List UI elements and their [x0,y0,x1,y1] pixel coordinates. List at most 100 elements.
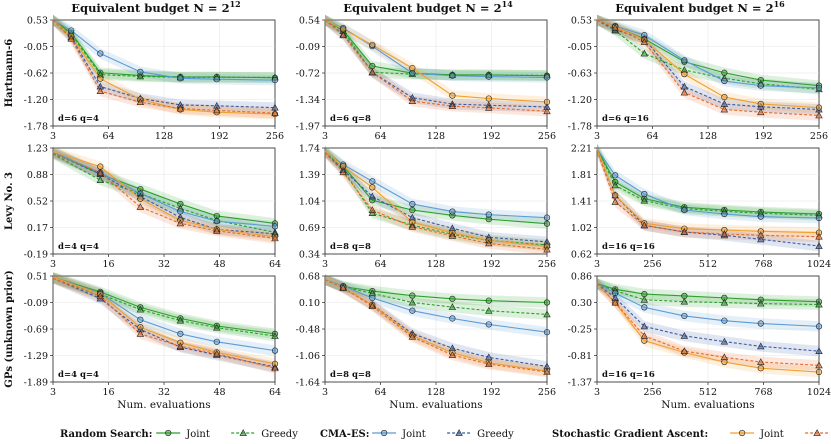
data-point [815,368,823,376]
series-band [325,14,547,82]
x-tick-label: 3 [594,387,600,398]
data-point [408,222,417,230]
y-tick-label: -0.05 [568,42,592,53]
series-band [325,274,547,377]
y-tick-label: 0.52 [27,197,48,208]
data-point [815,323,823,330]
data-point [213,76,220,83]
x-tick-label: 256 [810,131,828,142]
x-tick-label: 256 [538,259,556,270]
x-tick-label: 768 [754,259,772,270]
data-point [611,198,619,205]
data-point [448,351,457,358]
data-point [720,230,729,237]
data-point [449,295,456,302]
x-tick-label: 256 [643,259,661,270]
data-point [340,163,347,170]
data-point [368,302,377,310]
data-point [369,294,376,302]
data-point [368,68,377,76]
data-point [815,361,823,369]
data-point [137,324,144,331]
data-point [611,23,619,31]
series-line [52,276,276,352]
legend-entry-label: Greedy [477,429,514,440]
data-point [271,364,279,372]
y-tick-label: -1.34 [296,95,320,106]
data-point [680,347,689,354]
y-tick-label: 0.68 [299,272,320,283]
y-tick-label: 0.53 [571,16,592,27]
legend-marker [381,429,388,437]
series-line [52,151,276,224]
data-point [640,49,649,57]
legend: Random Search: Joint Greedy CMA-ES: Joint Gre… [60,429,830,440]
x-tick-label: 3 [50,131,56,142]
y-tick-label: -0.81 [568,351,592,362]
data-point [177,75,184,82]
data-point [815,232,823,240]
chart-panel: 0.53 -0.05 -0.62 -1.20 -1.783 64 128 192 256 d=6 … [24,14,284,142]
x-tick-label: 32 [158,387,170,398]
y-tick-label: -0.62 [24,69,48,80]
y-tick-label: -1.20 [568,95,592,106]
data-point [96,168,105,176]
data-point [271,347,279,354]
data-point [271,223,279,230]
x-tick-label: 64 [269,259,281,270]
series-band [53,272,275,370]
x-tick-label: 192 [482,259,500,270]
data-point [721,77,728,85]
chart-panel: 0.53 -0.05 -0.63 -1.20 -1.783 64 128 192 256 d=6 … [568,14,828,142]
series-band [597,278,819,332]
data-point [408,97,417,104]
data-point [721,210,728,218]
y-tick-label: 0.30 [571,298,592,309]
series-band [597,278,819,310]
y-tick-label: -0.69 [24,325,48,336]
x-tick-label: 128 [427,131,445,142]
data-point [449,92,456,99]
series-band [597,14,819,113]
legend-entry-label: Joint [185,429,210,440]
data-point [213,227,221,234]
x-tick-label: 64 [374,259,386,270]
data-point [136,330,145,337]
legend-marker [165,429,172,437]
series-band [53,14,275,86]
legend-marker [813,429,821,436]
data-point [409,70,416,77]
series-band [597,143,819,224]
data-point [640,332,649,339]
series-band [597,14,819,121]
data-point [815,84,823,92]
x-axis-label: Num. evaluations [661,399,754,411]
y-tick-label: 0.34 [299,250,320,261]
panel-annotation: d=16 q=16 [602,370,655,380]
x-tick-label: 256 [643,387,661,398]
x-tick-label: 192 [210,131,228,142]
data-point [176,316,185,324]
x-tick-label: 3 [50,259,56,270]
x-tick-label: 128 [699,131,717,142]
series-band [325,14,547,108]
row-label: Hartmann-6 [4,39,15,108]
data-point [611,298,619,306]
data-point [369,41,376,49]
series-band [325,145,547,230]
data-point [369,62,376,70]
series-band [53,14,275,113]
data-point [213,349,221,357]
x-tick-label: 128 [155,131,173,142]
data-point [681,71,688,78]
data-point [339,284,347,291]
data-point [177,330,184,337]
y-tick-label: 1.23 [27,144,48,155]
x-tick-label: 3 [50,387,56,398]
chart-panel: 1.74 1.39 1.04 0.69 0.343 64 128 192 256 d=8 q=8 [299,144,556,271]
series-band [325,145,547,223]
data-point [640,295,649,303]
series-band [325,145,547,252]
data-point [681,57,688,64]
x-tick-label: 512 [699,387,717,398]
